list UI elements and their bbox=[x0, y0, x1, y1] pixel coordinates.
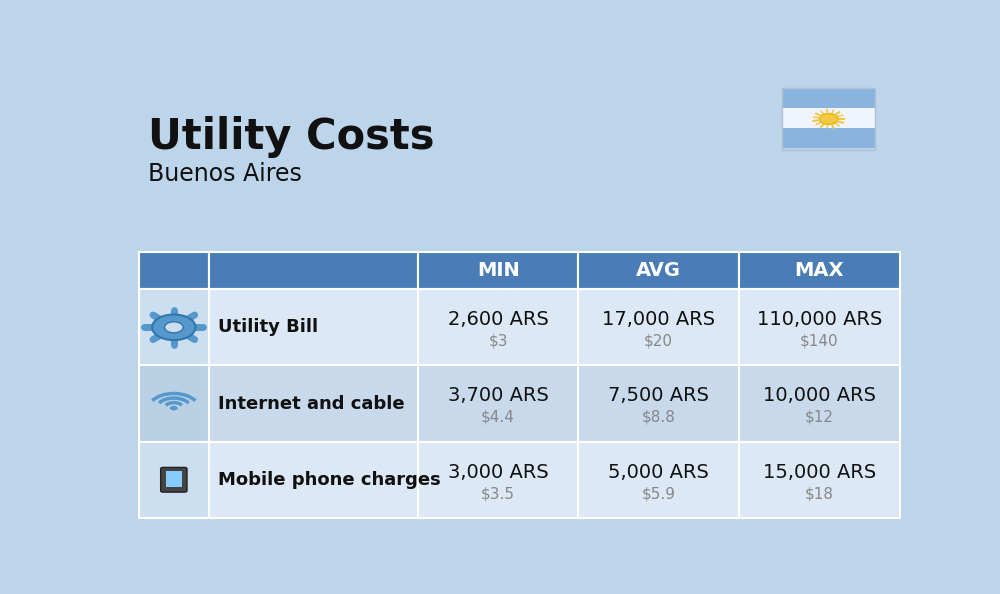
Text: MIN: MIN bbox=[477, 261, 520, 280]
Text: 3,000 ARS: 3,000 ARS bbox=[448, 463, 549, 482]
FancyBboxPatch shape bbox=[578, 442, 739, 518]
FancyBboxPatch shape bbox=[418, 289, 578, 365]
Text: 110,000 ARS: 110,000 ARS bbox=[757, 310, 882, 329]
Circle shape bbox=[170, 406, 178, 410]
Circle shape bbox=[819, 113, 838, 125]
FancyBboxPatch shape bbox=[209, 442, 418, 518]
FancyBboxPatch shape bbox=[739, 442, 900, 518]
FancyBboxPatch shape bbox=[418, 252, 578, 289]
Text: 5,000 ARS: 5,000 ARS bbox=[608, 463, 709, 482]
FancyBboxPatch shape bbox=[782, 128, 875, 148]
FancyBboxPatch shape bbox=[782, 108, 875, 128]
FancyBboxPatch shape bbox=[739, 365, 900, 442]
Text: 15,000 ARS: 15,000 ARS bbox=[763, 463, 876, 482]
FancyBboxPatch shape bbox=[418, 442, 578, 518]
Text: $18: $18 bbox=[805, 486, 834, 501]
Text: $4.4: $4.4 bbox=[481, 410, 515, 425]
FancyBboxPatch shape bbox=[739, 289, 900, 365]
FancyBboxPatch shape bbox=[209, 365, 418, 442]
Text: 17,000 ARS: 17,000 ARS bbox=[602, 310, 715, 329]
FancyBboxPatch shape bbox=[209, 289, 418, 365]
Text: 10,000 ARS: 10,000 ARS bbox=[763, 386, 876, 405]
FancyBboxPatch shape bbox=[578, 365, 739, 442]
FancyBboxPatch shape bbox=[739, 252, 900, 289]
Text: Utility Costs: Utility Costs bbox=[148, 116, 435, 158]
Text: $5.9: $5.9 bbox=[642, 486, 676, 501]
Text: MAX: MAX bbox=[795, 261, 844, 280]
Text: 7,500 ARS: 7,500 ARS bbox=[608, 386, 709, 405]
FancyBboxPatch shape bbox=[139, 442, 209, 518]
Text: $140: $140 bbox=[800, 334, 839, 349]
FancyBboxPatch shape bbox=[418, 365, 578, 442]
Text: AVG: AVG bbox=[636, 261, 681, 280]
Text: Utility Bill: Utility Bill bbox=[218, 318, 318, 336]
Text: $20: $20 bbox=[644, 334, 673, 349]
Text: 2,600 ARS: 2,600 ARS bbox=[448, 310, 549, 329]
Text: $3.5: $3.5 bbox=[481, 486, 515, 501]
FancyBboxPatch shape bbox=[578, 289, 739, 365]
Text: $8.8: $8.8 bbox=[642, 410, 676, 425]
Text: Buenos Aires: Buenos Aires bbox=[148, 162, 302, 186]
Text: Mobile phone charges: Mobile phone charges bbox=[218, 471, 441, 489]
FancyBboxPatch shape bbox=[782, 89, 875, 108]
Text: $3: $3 bbox=[488, 334, 508, 349]
Circle shape bbox=[152, 314, 196, 340]
FancyBboxPatch shape bbox=[139, 365, 209, 442]
FancyBboxPatch shape bbox=[578, 252, 739, 289]
Text: 3,700 ARS: 3,700 ARS bbox=[448, 386, 549, 405]
Text: $12: $12 bbox=[805, 410, 834, 425]
FancyBboxPatch shape bbox=[209, 252, 418, 289]
FancyBboxPatch shape bbox=[161, 467, 187, 492]
FancyBboxPatch shape bbox=[166, 471, 182, 486]
Text: Internet and cable: Internet and cable bbox=[218, 394, 405, 413]
FancyBboxPatch shape bbox=[139, 252, 209, 289]
Circle shape bbox=[165, 322, 183, 333]
FancyBboxPatch shape bbox=[139, 289, 209, 365]
